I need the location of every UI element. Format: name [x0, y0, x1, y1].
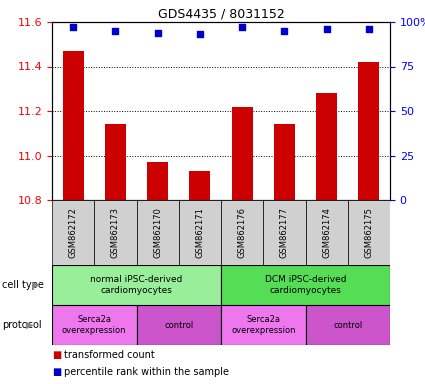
Point [70, 24, 76, 30]
Bar [189, 171, 210, 200]
Text: control: control [333, 321, 363, 329]
Text: GSM862175: GSM862175 [364, 207, 374, 258]
Bar [52, 305, 136, 345]
Bar [306, 200, 348, 265]
Bar [179, 200, 221, 265]
Bar [263, 200, 306, 265]
Bar [316, 93, 337, 200]
Text: normal iPSC-derived
cardiomyocytes: normal iPSC-derived cardiomyocytes [90, 275, 183, 295]
Title: GDS4435 / 8031152: GDS4435 / 8031152 [158, 8, 284, 21]
Text: GSM862173: GSM862173 [111, 207, 120, 258]
Text: Serca2a
overexpression: Serca2a overexpression [62, 315, 127, 335]
Text: DCM iPSC-derived
cardiomyocytes: DCM iPSC-derived cardiomyocytes [265, 275, 346, 295]
Bar [221, 265, 390, 305]
Text: GSM862177: GSM862177 [280, 207, 289, 258]
Text: ▶: ▶ [32, 280, 40, 290]
Bar [274, 124, 295, 200]
Bar [136, 200, 179, 265]
Text: Serca2a
overexpression: Serca2a overexpression [231, 315, 295, 335]
Bar [232, 106, 253, 200]
Text: ■: ■ [52, 367, 61, 377]
Point [281, 28, 288, 34]
Text: transformed count: transformed count [64, 350, 155, 360]
Text: ■: ■ [52, 350, 61, 360]
Point [196, 31, 203, 38]
Text: GSM862171: GSM862171 [196, 207, 204, 258]
Point [112, 28, 119, 34]
Bar [94, 200, 136, 265]
Bar [62, 51, 84, 200]
Point [366, 26, 372, 32]
Text: GSM862174: GSM862174 [322, 207, 331, 258]
Text: percentile rank within the sample: percentile rank within the sample [64, 367, 229, 377]
Point [239, 24, 246, 30]
Bar [221, 305, 306, 345]
Bar [306, 305, 390, 345]
Text: control: control [164, 321, 193, 329]
Bar [358, 62, 380, 200]
Text: GSM862172: GSM862172 [68, 207, 78, 258]
Text: GSM862170: GSM862170 [153, 207, 162, 258]
Bar [52, 200, 94, 265]
Bar [147, 162, 168, 200]
Bar [221, 200, 263, 265]
Bar [136, 305, 221, 345]
Text: protocol: protocol [2, 320, 42, 330]
Text: ▶: ▶ [26, 320, 34, 330]
Text: cell type: cell type [2, 280, 44, 290]
Bar [52, 265, 221, 305]
Point [323, 26, 330, 32]
Bar [105, 124, 126, 200]
Text: GSM862176: GSM862176 [238, 207, 246, 258]
Bar [348, 200, 390, 265]
Point [154, 30, 161, 36]
